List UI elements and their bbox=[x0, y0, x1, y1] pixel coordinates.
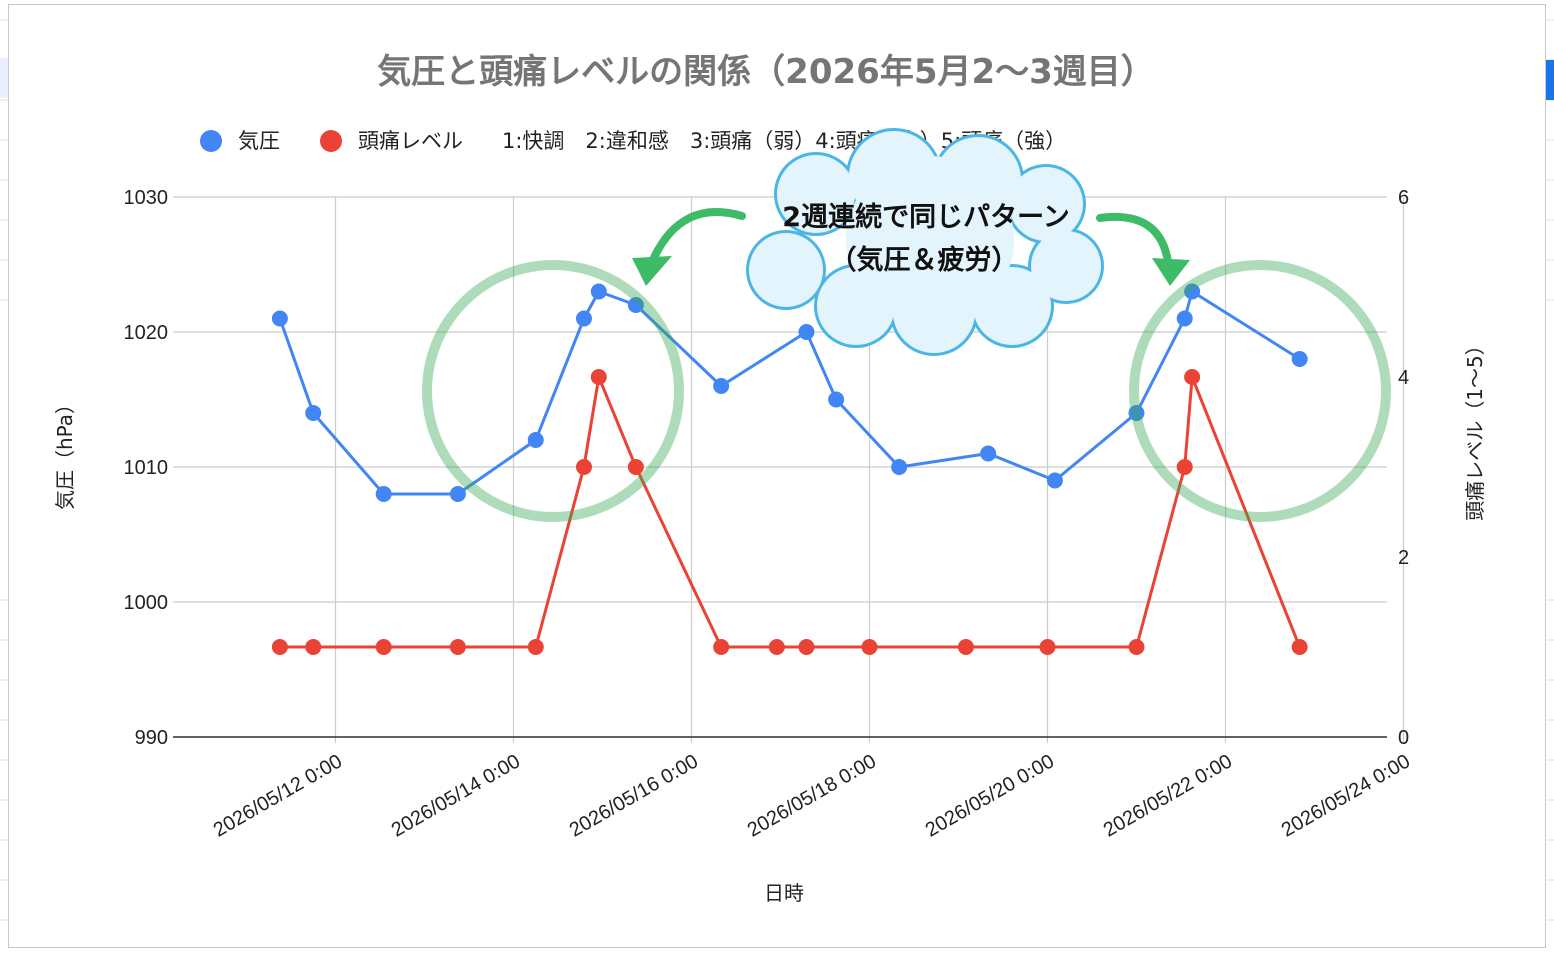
headache-point bbox=[798, 639, 815, 655]
callout-line1: 2週連続で同じパターン bbox=[782, 202, 1069, 233]
x-tick-label: 2026/05/12 0:00 bbox=[210, 750, 346, 841]
headache-point bbox=[713, 639, 730, 655]
headache-point bbox=[1128, 639, 1145, 655]
legend-marker-pressure bbox=[200, 130, 222, 152]
highlight-circle-week1 bbox=[422, 260, 684, 522]
arrow-left-head bbox=[632, 256, 672, 286]
headache-point bbox=[1184, 369, 1201, 385]
x-tick-label: 2026/05/20 0:00 bbox=[922, 750, 1058, 841]
arrow-left-curve bbox=[648, 208, 746, 266]
y-left-tick-label: 1000 bbox=[124, 592, 169, 614]
x-tick-label: 2026/05/24 0:00 bbox=[1278, 750, 1414, 841]
headache-point bbox=[305, 639, 322, 655]
y-right-tick-label: 4 bbox=[1398, 367, 1409, 389]
pressure-point bbox=[590, 283, 607, 300]
y-left-tick-label: 1010 bbox=[124, 457, 169, 479]
callout-line2: （気圧＆疲労） bbox=[830, 244, 1019, 276]
pressure-point bbox=[980, 445, 997, 462]
pressure-point bbox=[271, 310, 288, 327]
y-right-tick-label: 0 bbox=[1398, 727, 1409, 749]
x-tick-label: 2026/05/14 0:00 bbox=[388, 750, 524, 841]
pressure-point bbox=[627, 297, 644, 313]
headache-point bbox=[375, 639, 392, 655]
x-tick-label: 2026/05/22 0:00 bbox=[1100, 750, 1236, 841]
headache-series-line bbox=[279, 375, 1302, 649]
headache-point bbox=[861, 639, 878, 655]
headache-point bbox=[575, 459, 592, 475]
headache-point bbox=[768, 639, 785, 655]
legend-marker-headache bbox=[320, 130, 342, 152]
x-axis-title: 日時 bbox=[764, 881, 804, 905]
headache-point bbox=[1176, 459, 1193, 475]
x-tick-label: 2026/05/18 0:00 bbox=[744, 750, 880, 841]
pressure-point bbox=[1184, 283, 1201, 300]
pressure-point bbox=[305, 405, 322, 421]
pressure-point bbox=[713, 378, 730, 394]
highlight-circle-week2 bbox=[1129, 260, 1391, 522]
pressure-point bbox=[891, 459, 908, 475]
highlight-circles bbox=[422, 260, 1391, 522]
y-axis-left-title: 気圧（hPa） bbox=[53, 394, 77, 510]
headache-point bbox=[1039, 639, 1056, 655]
headache-point bbox=[449, 639, 466, 655]
y-left-tick-label: 1020 bbox=[124, 322, 169, 344]
chart-title: 気圧と頭痛レベルの関係（2026年5月2〜3週目） bbox=[377, 52, 1155, 92]
y-right-tick-label: 6 bbox=[1398, 187, 1409, 209]
pressure-series-line bbox=[278, 290, 1301, 496]
headache-point bbox=[590, 369, 607, 385]
pressure-point bbox=[527, 432, 544, 448]
legend-label-headache: 頭痛レベル bbox=[358, 129, 463, 153]
pressure-point bbox=[1176, 310, 1193, 327]
y-left-tick-label: 990 bbox=[135, 727, 168, 749]
headache-point bbox=[627, 459, 644, 475]
series-layer bbox=[271, 283, 1308, 655]
pressure-point bbox=[828, 391, 845, 408]
x-tick-label: 2026/05/16 0:00 bbox=[566, 750, 702, 841]
pressure-point bbox=[798, 324, 815, 340]
y-axis-right-title: 頭痛レベル（1〜5） bbox=[1463, 335, 1487, 520]
y-left-tick-label: 1030 bbox=[124, 187, 169, 209]
y-right-tick-label: 2 bbox=[1398, 547, 1409, 569]
pressure-point bbox=[449, 486, 466, 502]
headache-point bbox=[271, 639, 288, 655]
arrow-right-curve bbox=[1096, 213, 1172, 266]
headache-point bbox=[957, 639, 974, 655]
headache-point bbox=[1291, 639, 1308, 655]
legend: 気圧 頭痛レベル 1:快調 2:違和感 3:頭痛（弱）4:頭痛（中）5:頭痛（強… bbox=[200, 129, 1066, 153]
chart-container[interactable] bbox=[8, 4, 1546, 948]
pressure-point bbox=[1128, 405, 1145, 421]
headache-point bbox=[527, 639, 544, 655]
legend-label-pressure: 気圧 bbox=[238, 129, 280, 153]
callout-arrows bbox=[632, 208, 1190, 286]
pressure-point bbox=[375, 486, 392, 502]
pressure-point bbox=[575, 310, 592, 327]
callout-cloud: 2週連続で同じパターン （気圧＆疲労） bbox=[746, 128, 1104, 356]
pressure-point bbox=[1291, 351, 1308, 367]
arrow-right-head bbox=[1152, 258, 1190, 286]
pressure-point bbox=[1046, 472, 1063, 489]
